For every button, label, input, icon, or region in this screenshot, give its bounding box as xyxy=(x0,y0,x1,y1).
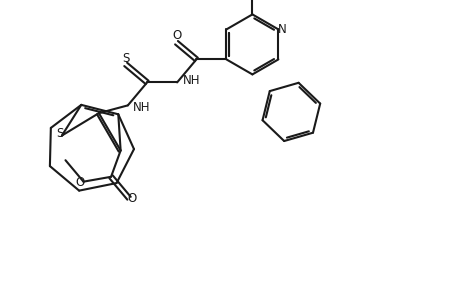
Text: O: O xyxy=(127,192,136,205)
Text: O: O xyxy=(172,29,181,42)
Text: S: S xyxy=(56,127,63,140)
Text: NH: NH xyxy=(183,74,200,87)
Text: S: S xyxy=(122,52,129,65)
Text: NH: NH xyxy=(133,101,150,114)
Text: O: O xyxy=(76,176,85,189)
Text: N: N xyxy=(277,23,286,36)
